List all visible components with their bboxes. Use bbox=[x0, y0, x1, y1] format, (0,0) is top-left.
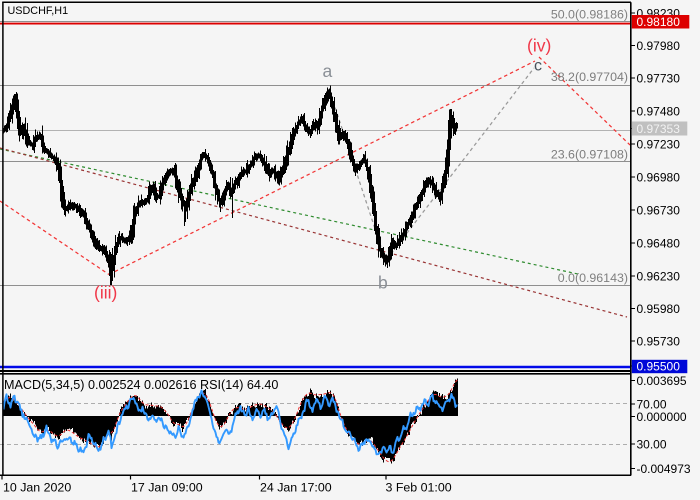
svg-text:0.97730: 0.97730 bbox=[637, 71, 681, 85]
svg-text:0.96480: 0.96480 bbox=[637, 236, 681, 250]
svg-text:b: b bbox=[378, 273, 388, 293]
svg-text:a: a bbox=[323, 61, 333, 81]
svg-text:38.2(0.97704): 38.2(0.97704) bbox=[551, 70, 628, 84]
svg-text:0.96980: 0.96980 bbox=[637, 170, 681, 184]
svg-text:23.6(0.97108): 23.6(0.97108) bbox=[551, 148, 628, 162]
svg-text:USDCHF,H1: USDCHF,H1 bbox=[8, 5, 69, 17]
svg-text:0.97230: 0.97230 bbox=[637, 137, 681, 151]
svg-text:0.97353: 0.97353 bbox=[637, 122, 681, 136]
svg-text:0.97980: 0.97980 bbox=[637, 39, 681, 53]
svg-text:0.95500: 0.95500 bbox=[637, 359, 681, 373]
svg-text:0.96230: 0.96230 bbox=[637, 269, 681, 283]
svg-text:-0.004973: -0.004973 bbox=[637, 462, 691, 476]
svg-text:3 Feb 01:00: 3 Feb 01:00 bbox=[386, 481, 452, 495]
svg-text:24 Jan 17:00: 24 Jan 17:00 bbox=[260, 481, 332, 495]
svg-text:(iv): (iv) bbox=[527, 36, 551, 56]
svg-text:0.95730: 0.95730 bbox=[637, 334, 681, 348]
svg-text:70.00: 70.00 bbox=[637, 397, 667, 411]
svg-text:c: c bbox=[534, 58, 542, 75]
svg-text:17 Jan 09:00: 17 Jan 09:00 bbox=[131, 481, 203, 495]
svg-text:30.00: 30.00 bbox=[637, 437, 667, 451]
svg-text:0.0(0.96143): 0.0(0.96143) bbox=[558, 271, 628, 285]
svg-text:10 Jan 2020: 10 Jan 2020 bbox=[3, 481, 71, 495]
svg-text:MACD(5,34,5) 0.002524 0.002616: MACD(5,34,5) 0.002524 0.002616 RSI(14) 6… bbox=[4, 378, 278, 392]
svg-text:0.000000: 0.000000 bbox=[637, 410, 687, 424]
svg-text:0.96730: 0.96730 bbox=[637, 203, 681, 217]
svg-text:50.0(0.98186): 50.0(0.98186) bbox=[551, 8, 628, 22]
svg-text:0.98180: 0.98180 bbox=[637, 15, 681, 29]
svg-text:0.003695: 0.003695 bbox=[637, 374, 687, 388]
svg-text:(iii): (iii) bbox=[94, 283, 117, 303]
svg-text:0.95980: 0.95980 bbox=[637, 302, 681, 316]
svg-text:0.97480: 0.97480 bbox=[637, 104, 681, 118]
